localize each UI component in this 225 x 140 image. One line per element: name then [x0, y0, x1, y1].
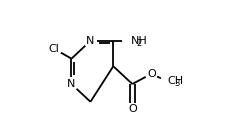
- Text: Cl: Cl: [48, 44, 59, 53]
- Text: 3: 3: [173, 79, 178, 88]
- Text: O: O: [127, 104, 136, 114]
- Text: N: N: [67, 79, 75, 89]
- Text: 2: 2: [136, 39, 141, 48]
- Text: N: N: [86, 36, 94, 46]
- Text: NH: NH: [130, 36, 146, 46]
- Text: CH: CH: [167, 76, 183, 87]
- Text: O: O: [146, 69, 155, 79]
